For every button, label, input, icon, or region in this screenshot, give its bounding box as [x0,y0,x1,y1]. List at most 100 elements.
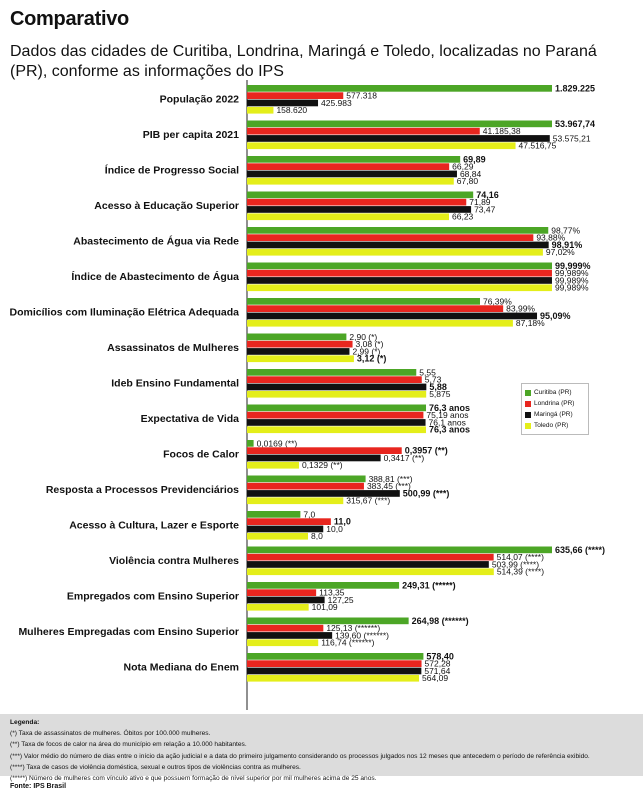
note-3: (***) Valor médio do número de dias entr… [10,752,590,760]
bar-1 [247,582,400,589]
note-5: (*****) Número de mulheres com vínculo a… [10,775,377,783]
bar-2 [247,411,424,419]
value-label: 10,0 [326,524,343,534]
bar-4 [247,390,427,398]
value-label: 2,90 (*) [349,332,377,342]
legend-item: Londrina (PR) [525,398,585,409]
bar-3 [247,312,538,320]
notes-box: Legenda: (*) Taxa de assassinatos de mul… [0,714,643,782]
bar-2 [247,518,331,525]
value-label: 571,64 [424,666,450,676]
bar-2 [247,234,534,241]
bar-4 [247,142,516,150]
category-label: PIB per capita 2021 [143,129,239,141]
value-label: 99,989% [555,275,589,285]
value-label: 47.516,75 [519,141,557,151]
value-label: 99,999% [555,261,591,271]
bar-1 [247,262,552,270]
value-label: 158.620 [276,105,307,115]
value-label: 572,28 [425,659,451,669]
legend-item: Maringá (PR) [525,409,585,420]
bar-3 [247,632,333,639]
bar-1 [247,333,347,341]
category-label: Domicílios com Iluminação Elétrica Adequ… [9,307,239,319]
bar-1 [247,298,480,305]
legend-label: Londrina (PR) [534,400,575,407]
value-label: 99,989% [555,283,589,293]
bar-4 [247,603,309,611]
note-2: (**) Taxa de focos de calor na área do m… [10,741,247,749]
value-label: 69,89 [463,154,486,164]
bar-4 [247,639,319,647]
chart-legend: Curitiba (PR) Londrina (PR) Maringá (PR) To… [521,383,589,435]
bar-1 [247,440,254,447]
value-label: 76,1 anos [429,417,466,427]
value-label: 514,07 (****) [497,552,544,562]
bar-3 [247,241,549,249]
value-label: 7,0 [303,509,315,519]
bar-2 [247,660,422,667]
bar-2 [247,589,317,596]
value-label: 41.185,38 [483,126,521,136]
bar-3 [247,667,422,675]
value-label: 71,89 [469,197,491,207]
note-4: (****) Taxa de casos de violência domést… [10,763,301,771]
bar-3 [247,419,426,426]
value-label: 127,25 [328,595,354,605]
value-label: 1.829.225 [555,83,595,93]
legend-label: Toledo (PR) [534,422,569,429]
value-label: 3,12 (*) [357,354,387,364]
value-label: 76,39% [483,296,512,306]
bar-3 [247,170,457,178]
bar-4 [247,426,427,434]
value-label: 249,31 (*****) [402,580,456,590]
value-label: 98,91% [552,240,583,250]
category-label: Nota Mediana do Enem [123,662,239,674]
category-label: Violência contra Mulheres [109,555,239,567]
bar-4 [247,674,420,682]
category-label: Abastecimento de Água via Rede [73,235,239,248]
value-label: 95,09% [540,311,571,321]
value-label: 11,0 [334,517,351,527]
value-label: 388,81 (***) [369,474,413,484]
bar-1 [247,617,409,625]
value-label: 125,13 (******) [326,623,380,633]
bar-1 [247,156,461,163]
value-label: 67,80 [457,176,479,186]
legend-swatch [525,400,531,407]
category-label: Mulheres Empregadas com Ensino Superior [18,626,239,638]
value-label: 97,02% [546,247,575,257]
category-label: Índice de Abastecimento de Água [71,270,239,283]
bar-1 [247,369,417,376]
bar-1 [247,475,366,483]
bar-1 [247,120,552,128]
note-1: (*) Taxa de assassinatos de mulheres. Ób… [10,730,211,738]
value-label: 577.318 [346,91,377,101]
category-label: Índice de Progresso Social [105,164,239,177]
source-text: Fonte: IPS Brasil [10,783,67,790]
value-label: 315,67 (***) [346,496,390,506]
value-label: 2,99 (*) [352,346,380,356]
bar-4 [247,284,552,292]
bar-1 [247,546,552,554]
value-label: 578,40 [426,651,454,661]
bar-4 [247,213,450,221]
bar-1 [247,85,552,92]
chart-subtitle: Dados das cidades de Curitiba, Londrina,… [10,43,597,80]
value-label: 5,55 [419,367,436,377]
bar-1 [247,653,424,660]
value-label: 514,39 (****) [497,567,544,577]
category-label: Ideb Ensino Fundamental [111,378,239,390]
bar-4 [247,106,274,114]
category-label: Acesso à Educação Superior [94,200,239,212]
bar-3 [247,561,489,568]
category-label: Acesso à Cultura, Lazer e Esporte [69,520,239,532]
legend-swatch [525,389,531,396]
legend-swatch [525,422,531,429]
chart-title: Comparativo [10,8,129,30]
category-label: Focos de Calor [163,449,239,461]
value-label: 87,18% [516,318,545,328]
category-label: Empregados com Ensino Superior [67,591,239,603]
value-label: 75,19 anos [426,410,468,420]
